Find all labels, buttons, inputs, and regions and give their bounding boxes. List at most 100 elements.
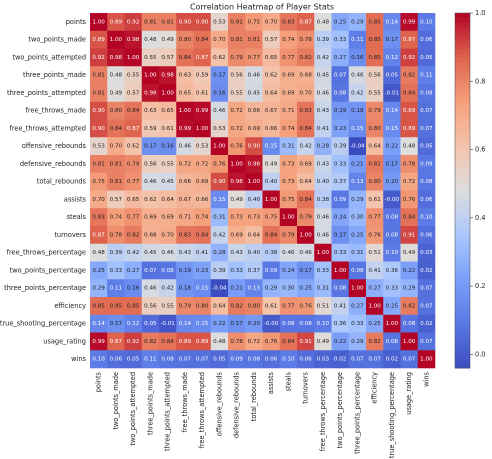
cell-label: 1.00	[230, 161, 243, 167]
heatmap-cell	[417, 243, 436, 262]
heatmap-cell	[107, 297, 125, 316]
heatmap-cell	[279, 30, 298, 49]
cell-label: 0.08	[334, 90, 347, 96]
colorbar-segment	[455, 270, 470, 276]
cell-label: 0.10	[317, 321, 330, 327]
cell-label: 0.41	[368, 268, 381, 274]
x-tick-label: points	[95, 371, 103, 392]
cell-label: 0.56	[144, 161, 157, 167]
cell-label: 0.31	[282, 144, 295, 150]
y-tick-label: offensive_rebounds	[22, 142, 87, 150]
heatmap-cell	[245, 208, 263, 227]
cell-label: 0.53	[92, 144, 105, 150]
heatmap-cell	[400, 84, 419, 103]
x-tick-label: free_throws_attempted	[198, 372, 206, 449]
heatmap-cell	[348, 172, 367, 191]
cell-label: 0.61	[196, 90, 209, 96]
heatmap-cell	[124, 172, 143, 191]
cell-label: 0.29	[351, 19, 364, 25]
cell-label: 0.11	[351, 37, 364, 43]
cell-label: 0.74	[282, 126, 295, 132]
heatmap-cell	[331, 243, 350, 262]
cell-label: 0.84	[299, 126, 312, 132]
heatmap-cell	[176, 30, 194, 49]
heatmap-cell	[141, 119, 160, 138]
cell-label: 0.61	[265, 303, 278, 309]
heatmap-cell	[279, 155, 298, 174]
colorbar-tick-label: 0.6	[475, 146, 486, 154]
cell-label: 0.38	[317, 197, 330, 203]
chart-title: Correlation Heatmap of Player Stats	[190, 3, 334, 12]
colorbar-segment	[455, 181, 470, 187]
heatmap-cell	[417, 332, 436, 351]
cell-label: 0.02	[334, 357, 346, 363]
heatmap-cell	[348, 137, 367, 156]
cell-label: 0.91	[403, 232, 416, 238]
heatmap-cell	[141, 84, 160, 103]
cell-label: 0.07	[403, 357, 416, 363]
cell-label: 0.49	[110, 90, 123, 96]
heatmap-cell	[383, 119, 401, 138]
heatmap-cell	[262, 119, 281, 138]
cell-label: 0.55	[230, 90, 243, 96]
cell-label: 0.29	[403, 286, 416, 292]
cell-label: 0.66	[196, 197, 209, 203]
heatmap-cell	[107, 137, 125, 156]
cell-label: -0.00	[264, 321, 279, 327]
heatmap-cell	[314, 243, 332, 262]
y-tick-label: two_points_made	[28, 36, 86, 44]
heatmap-cell	[331, 137, 350, 156]
heatmap-cell	[348, 48, 367, 67]
cell-label: 0.33	[351, 321, 364, 327]
heatmap-cell	[314, 48, 332, 67]
cell-label: 0.07	[420, 126, 433, 132]
heatmap-cell	[159, 350, 177, 369]
colorbar-segment	[455, 345, 470, 351]
cell-label: 0.08	[334, 286, 347, 292]
heatmap-cell	[210, 155, 229, 174]
cell-label: 0.27	[351, 303, 364, 309]
cell-label: 0.84	[299, 197, 312, 203]
cell-label: 0.29	[351, 339, 364, 345]
cell-label: 0.45	[161, 179, 174, 185]
heatmap-cell	[417, 137, 436, 156]
heatmap-cell	[90, 332, 108, 351]
cell-label: 0.10	[420, 19, 433, 25]
heatmap-cell	[279, 208, 298, 227]
heatmap-cell	[193, 172, 212, 191]
heatmap-cell	[297, 208, 315, 227]
heatmap-cell	[210, 30, 229, 49]
colorbar-tick-label: 0.0	[475, 350, 486, 358]
heatmap-cell	[245, 137, 263, 156]
y-tick-label: efficiency	[54, 302, 86, 310]
cell-label: 0.84	[127, 108, 140, 114]
y-tick-label: defensive_rebounds	[20, 160, 87, 168]
cell-label: 0.17	[334, 232, 347, 238]
cell-label: 0.79	[127, 161, 140, 167]
heatmap-cell	[245, 350, 263, 369]
heatmap-cell	[383, 350, 401, 369]
heatmap-cell	[297, 119, 315, 138]
cell-label: 0.82	[403, 73, 415, 79]
heatmap-cell	[297, 155, 315, 174]
cell-label: 1.00	[317, 250, 330, 256]
cell-label: 1.00	[179, 108, 192, 114]
cell-label: 0.87	[92, 232, 105, 238]
cell-label: 0.67	[179, 197, 192, 203]
heatmap-cell	[90, 119, 108, 138]
heatmap-cell	[210, 332, 229, 351]
colorbar-segment	[455, 226, 470, 231]
heatmap-cell	[245, 332, 263, 351]
x-tick-label: free_throws_made	[181, 372, 189, 433]
heatmap-cell	[90, 350, 108, 369]
heatmap-cell	[348, 119, 367, 138]
heatmap-cell	[297, 30, 315, 49]
heatmap-cell	[262, 314, 281, 333]
heatmap-cell	[314, 261, 332, 280]
heatmap-cell	[90, 101, 108, 120]
cell-label: 0.27	[127, 268, 140, 274]
cell-label: 0.41	[317, 126, 330, 132]
colorbar-segment	[455, 212, 470, 218]
heatmap-cell	[366, 226, 384, 245]
cell-label: 0.07	[420, 108, 433, 114]
